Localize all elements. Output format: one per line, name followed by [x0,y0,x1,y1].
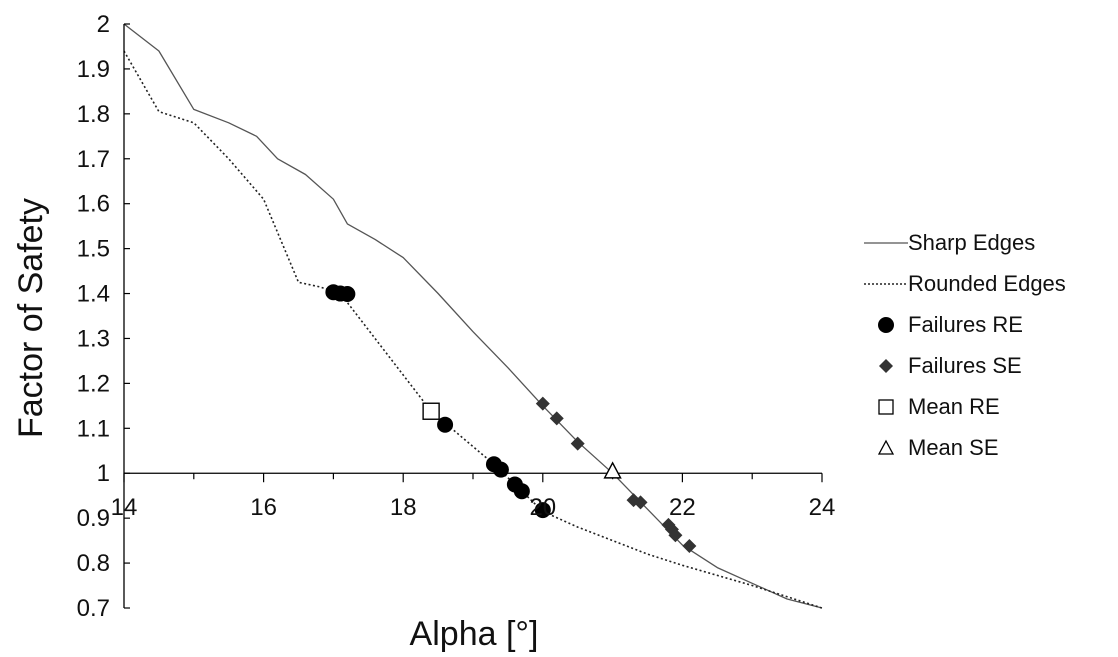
y-tick-label: 1.1 [77,415,110,442]
data-point-mean-re [422,402,440,420]
y-tick-label: 2 [97,11,110,38]
y-tick-label: 1.8 [77,101,110,128]
data-point-failures-re [492,461,509,478]
y-tick-label: 1.7 [77,146,110,173]
y-tick-label: 1.6 [77,191,110,218]
x-tick-label: 18 [390,494,417,521]
y-tick-label: 1 [97,460,110,487]
legend-label: Failures RE [908,311,1023,337]
data-point-failures-se [668,528,683,543]
legend-item-mean-se: Mean SE [864,427,1114,468]
legend-item-rounded-edges: Rounded Edges [864,263,1114,304]
data-point-failures-se [549,411,564,426]
y-axis-title: Factor of Safety [12,198,50,438]
y-tick-label: 0.9 [77,505,110,532]
series-line-sharp-edges [123,23,823,609]
y-tick-label: 1.2 [77,370,110,397]
x-tick-label: 22 [669,494,696,521]
legend-diamond-icon [879,358,893,373]
y-tick-label: 1.4 [77,281,110,308]
series-line-rounded-edges [123,50,823,609]
x-axis-title: Alpha [°] [410,615,539,653]
legend-item-failures-se: Failures SE [864,345,1114,386]
data-point-failures-re [513,483,530,500]
legend-solid-line-icon [864,241,908,244]
legend-item-failures-re: Failures RE [864,304,1114,345]
data-point-failures-re [437,416,454,433]
y-tick-label: 1.5 [77,236,110,263]
x-tick-label: 20 [529,494,556,521]
legend-label: Mean SE [908,434,999,460]
legend-item-sharp-edges: Sharp Edges [864,222,1114,263]
y-tick-label: 0.7 [77,595,110,622]
data-point-failures-se [535,396,550,411]
legend-label: Mean RE [908,393,1000,419]
x-tick-label: 14 [111,494,138,521]
axes [123,23,823,609]
legend-open-triangle-icon [877,439,895,455]
legend-label: Sharp Edges [908,229,1036,255]
legend-circle-icon [878,316,894,333]
legend-open-square-icon [878,398,894,415]
x-tick-label: 24 [809,494,836,521]
data-point-failures-re [534,502,551,519]
legend-label: Failures SE [908,352,1022,378]
y-tick-label: 1.3 [77,325,110,352]
y-tick-label: 1.9 [77,56,110,83]
legend-label: Rounded Edges [908,270,1066,296]
x-tick-label: 16 [250,494,277,521]
legend-dotted-line-icon [864,282,908,285]
data-point-failures-se [682,539,697,554]
legend-item-mean-re: Mean RE [864,386,1114,427]
data-point-failures-se [570,436,585,451]
data-point-failures-se [633,495,648,510]
tick-labels: 0.7 0.8 0.9 1 1.1 1.2 1.3 1.4 1.5 1.6 1.7 1.8 1.9 2 14… [77,11,836,622]
data-point-mean-se [603,461,622,479]
y-tick-label: 0.8 [77,550,110,577]
series-lines [123,23,823,609]
data-point-failures-re [339,285,356,302]
series-markers [325,284,697,554]
legend: Sharp Edges Rounded Edges Failures RE Fa… [864,222,1114,468]
